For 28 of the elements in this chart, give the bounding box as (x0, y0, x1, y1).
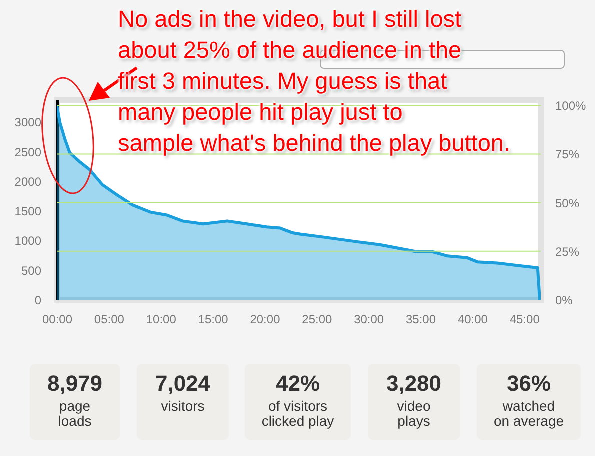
y2-tick-label: 75% (556, 148, 580, 162)
y-tick-label: 2500 (14, 145, 42, 160)
text: 8,979 page loads (46, 371, 104, 429)
y-tick-label: 0 (34, 294, 42, 308)
x-tick-label: 20:00 (250, 312, 281, 326)
x-tick-label: 15:00 (198, 312, 229, 326)
x-tick-label: 45:00 (510, 312, 540, 326)
text: 36% watched on average (492, 371, 566, 429)
text: 3,280 video plays (385, 371, 443, 429)
x-tick-label: 10:00 (146, 312, 177, 326)
y2-tick-label: 100% (556, 99, 587, 114)
y-tick-label: 500 (21, 264, 42, 278)
x-tick-label: 30:00 (354, 312, 384, 326)
y-tick-label: 1000 (14, 234, 42, 248)
annotation: No ads in the video, but I still lost about 25% of the audience in the first 3 minutes. My guess is that many people hit play just to sample what's behind the play button. (118, 5, 510, 158)
y-tick-label: 3000 (14, 116, 42, 130)
x-tick-label: 05:00 (94, 312, 125, 326)
x-tick-label: 40:00 (458, 312, 488, 326)
text: 7,024 visitors (154, 371, 212, 414)
text: 42% of visitors clicked play (260, 371, 336, 429)
x-tick-label: 35:00 (406, 312, 436, 326)
y-tick-label: 1500 (14, 204, 42, 219)
x-tick-label: 00:00 (42, 312, 73, 326)
x-tick-label: 25:00 (302, 312, 332, 326)
y2-tick-label: 50% (556, 196, 580, 210)
y2-tick-label: 0% (556, 294, 574, 308)
y2-tick-label: 25% (556, 244, 580, 259)
y-tick-label: 2000 (14, 174, 42, 189)
